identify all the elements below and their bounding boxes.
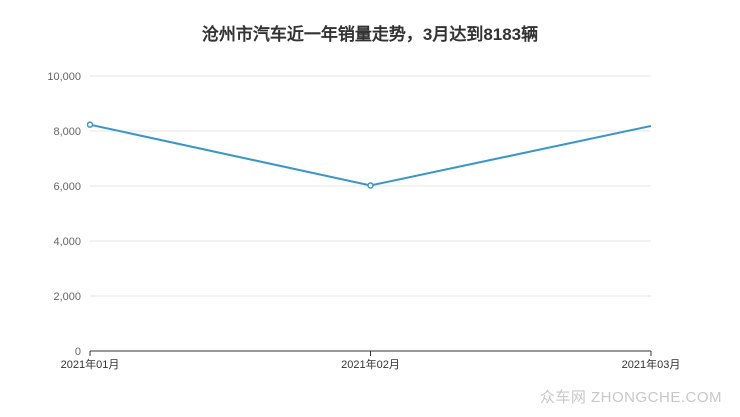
series-line: [86, 121, 652, 189]
y-tick-label: 10,000: [47, 71, 81, 83]
x-tick-label: 2021年03月: [622, 357, 681, 371]
data-point: [86, 121, 94, 128]
y-tick-label: 4,000: [53, 236, 81, 248]
chart-title: 沧州市汽车近一年销量走势，3月达到8183辆: [201, 25, 539, 44]
x-axis: 2021年01月 2021年02月 2021年03月: [61, 350, 681, 371]
y-tick-label: 8,000: [53, 126, 81, 138]
y-tick-label: 6,000: [53, 181, 81, 193]
x-tick-label: 2021年01月: [61, 357, 120, 371]
data-point: [367, 182, 374, 189]
series-line-path: [89, 123, 652, 187]
y-tick-label: 2,000: [53, 291, 81, 303]
y-axis-ticks: 0 2,000 4,000 6,000 8,000 10,000: [47, 71, 81, 358]
x-tick-label: 2021年02月: [341, 357, 400, 371]
watermark: 众车网 ZHONGCHE.COM: [539, 389, 722, 406]
y-tick-label: 0: [75, 346, 81, 358]
